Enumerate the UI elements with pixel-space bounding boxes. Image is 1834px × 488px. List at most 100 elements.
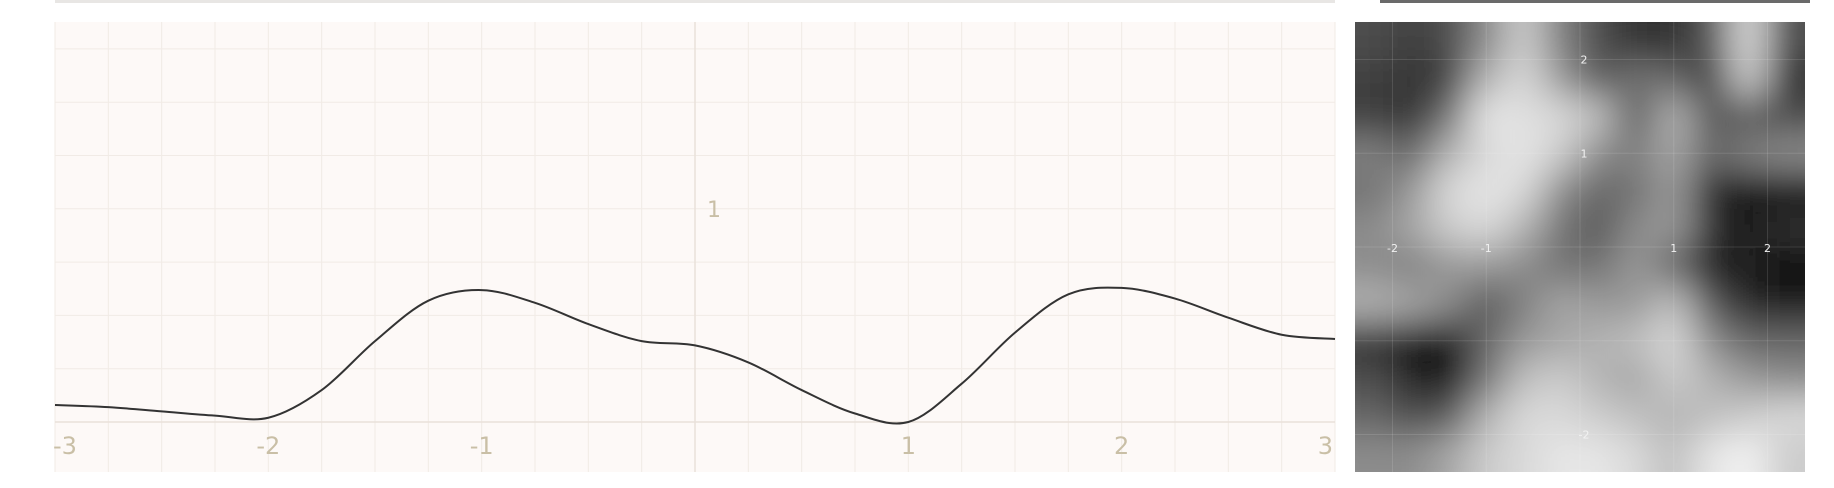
heatmap-cell	[1542, 134, 1581, 173]
heatmap-cell	[1505, 59, 1544, 98]
heatmap-cell	[1467, 284, 1506, 323]
heatmap-cell	[1730, 209, 1769, 248]
heatmap-cell	[1430, 247, 1469, 286]
heatmap-cell	[1355, 22, 1394, 61]
heatmap-cell	[1580, 134, 1619, 173]
heatmap-cell	[1392, 59, 1431, 98]
heatmap-cell	[1617, 172, 1656, 211]
heatmap-cell	[1430, 322, 1469, 361]
heatmap-cell	[1692, 397, 1731, 436]
heatmap-cell	[1730, 359, 1769, 398]
heatmap-cell	[1767, 284, 1805, 323]
axes	[55, 22, 1335, 472]
heatmap-cell	[1617, 59, 1656, 98]
heatmap-cell	[1730, 172, 1769, 211]
heatmap-cell	[1505, 209, 1544, 248]
heatmap-cell	[1542, 172, 1581, 211]
heatmap-cell	[1692, 209, 1731, 248]
heatmap-cell	[1430, 284, 1469, 323]
heatmap-cell	[1467, 97, 1506, 136]
heatmap-cell	[1355, 172, 1394, 211]
heatmap-x-tick-label: -1	[1481, 242, 1492, 255]
heatmap-y-tick-label: 2	[1581, 54, 1588, 67]
heatmap-cell	[1467, 172, 1506, 211]
heatmap-cell	[1355, 359, 1394, 398]
tick-labels: -3 -2 -1 1 2 3 1	[53, 198, 1333, 460]
heatmap-panel: -2 -1 1 2 2 1 -2	[1355, 22, 1805, 472]
heatmap-cell	[1730, 434, 1769, 472]
heatmap-cell	[1767, 134, 1805, 173]
heatmap-cell	[1355, 434, 1394, 472]
heatmap-cell	[1542, 284, 1581, 323]
heatmap-cell	[1467, 209, 1506, 248]
heatmap-cell	[1542, 97, 1581, 136]
heatmap-cell	[1505, 434, 1544, 472]
heatmap-cell	[1655, 134, 1694, 173]
heatmap-cell	[1617, 134, 1656, 173]
heatmap-cell	[1692, 134, 1731, 173]
heatmap-cell	[1467, 22, 1506, 61]
heatmap-cell	[1617, 209, 1656, 248]
heatmap-cell	[1692, 172, 1731, 211]
heatmap-cell	[1355, 284, 1394, 323]
heatmap-cell	[1767, 22, 1805, 61]
x-tick-label: -3	[53, 432, 77, 460]
heatmap-cell	[1580, 22, 1619, 61]
heatmap-cell	[1505, 134, 1544, 173]
heatmap-cell	[1542, 359, 1581, 398]
heatmap-cell	[1655, 209, 1694, 248]
heatmap-cell	[1542, 397, 1581, 436]
heatmap-cell	[1505, 397, 1544, 436]
heatmap-cell	[1505, 359, 1544, 398]
series-layer	[54, 286, 1336, 425]
heatmap-cell	[1392, 284, 1431, 323]
heatmap-cell	[1355, 97, 1394, 136]
heatmap-cell	[1392, 397, 1431, 436]
heatmap-cell	[1580, 322, 1619, 361]
heatmap-cell	[1767, 59, 1805, 98]
heatmap-cell	[1392, 434, 1431, 472]
heatmap-cell	[1730, 284, 1769, 323]
heatmap-y-tick-label: -2	[1579, 429, 1590, 442]
heatmap-cell	[1767, 209, 1805, 248]
heatmap-cell	[1580, 209, 1619, 248]
heatmap-cell	[1692, 359, 1731, 398]
heatmap-cell	[1355, 209, 1394, 248]
heatmap-cell	[1617, 22, 1656, 61]
heatmap-cell	[1730, 134, 1769, 173]
heatmap-cell	[1505, 22, 1544, 61]
heatmap-cell	[1655, 247, 1694, 286]
heatmap-x-tick-label: 2	[1764, 242, 1771, 255]
heatmap-cell	[1505, 322, 1544, 361]
heatmap-cell	[1580, 434, 1619, 472]
heatmap-cell	[1617, 397, 1656, 436]
heatmap-cell	[1730, 22, 1769, 61]
heatmap-cell	[1392, 134, 1431, 173]
heatmap-cell	[1430, 434, 1469, 472]
heatmap-cell	[1430, 134, 1469, 173]
heatmap-cell	[1692, 322, 1731, 361]
heatmap-cell	[1430, 172, 1469, 211]
x-tick-label: 1	[901, 432, 916, 460]
heatmap-cell	[1467, 322, 1506, 361]
heatmap-cell	[1767, 397, 1805, 436]
heatmap-cell	[1767, 247, 1805, 286]
heatmap-cell	[1542, 434, 1581, 472]
heatmap-cell	[1617, 322, 1656, 361]
heatmap-cell	[1542, 59, 1581, 98]
line-chart: -3 -2 -1 1 2 3 1	[53, 22, 1336, 472]
heatmap-tick-labels: -2 -1 1 2 2 1 -2	[1387, 54, 1771, 442]
heatmap-cell	[1430, 397, 1469, 436]
heatmap-cell	[1655, 22, 1694, 61]
series-line	[54, 286, 1336, 425]
heatmap-cell	[1505, 172, 1544, 211]
heatmap-cell	[1505, 284, 1544, 323]
heatmap-cell	[1730, 397, 1769, 436]
heatmap-cell	[1730, 97, 1769, 136]
heatmap-cell	[1392, 359, 1431, 398]
heatmap-cell	[1655, 359, 1694, 398]
heatmap-cell	[1430, 209, 1469, 248]
heatmap-cell	[1767, 434, 1805, 472]
heatmap-cell	[1767, 97, 1805, 136]
heatmap-cell	[1467, 434, 1506, 472]
